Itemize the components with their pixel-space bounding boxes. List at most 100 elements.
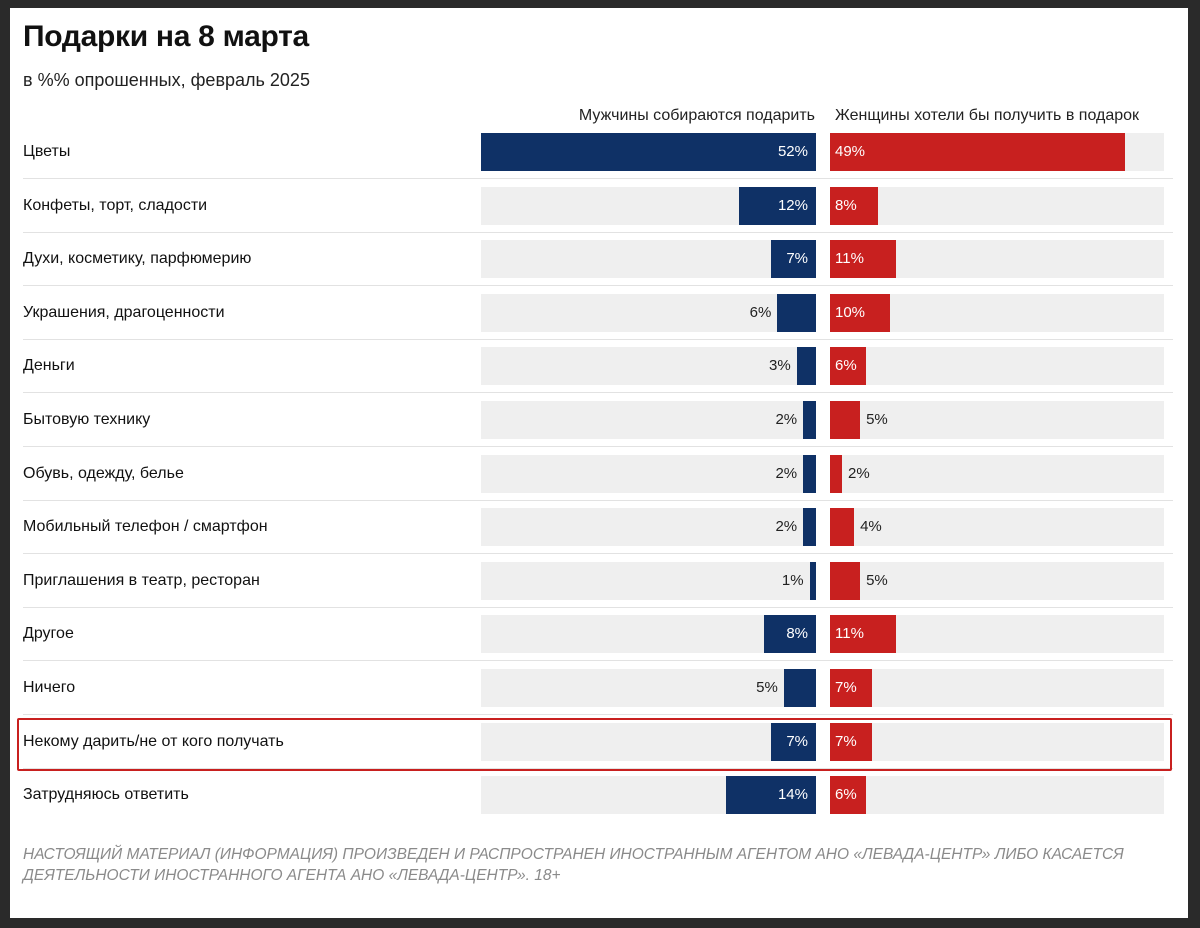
- track-men: [481, 347, 816, 385]
- bar-women: [830, 240, 897, 278]
- bar-men: [725, 776, 816, 814]
- bar-men: [803, 455, 816, 493]
- track-men: [481, 562, 816, 600]
- track-women: [830, 187, 1164, 225]
- track-men: [481, 455, 816, 493]
- bar-women: [830, 455, 843, 493]
- chart-subtitle: в %% опрошенных, февраль 2025: [23, 70, 310, 90]
- bar-men: [796, 347, 816, 385]
- category-label: Обувь, одежду, белье: [23, 465, 184, 482]
- track-men: [481, 615, 816, 653]
- value-label-women: 5%: [866, 411, 888, 428]
- category-label: Приглашения в театр, ресторан: [23, 572, 260, 589]
- bar-women: [830, 562, 861, 600]
- category-label: Цветы: [23, 143, 71, 160]
- bar-men: [783, 669, 816, 707]
- track-men: [481, 508, 816, 546]
- track-men: [481, 669, 816, 707]
- category-label: Ничего: [23, 679, 76, 696]
- track-women: [830, 723, 1164, 761]
- track-women: [830, 455, 1164, 493]
- bar-women: [830, 347, 867, 385]
- bar-women: [830, 401, 861, 439]
- row-separator: [23, 607, 1173, 608]
- category-label: Деньги: [23, 357, 75, 374]
- legend-women: Женщины хотели бы получить в подарок: [835, 107, 1140, 124]
- value-label-men: 8%: [786, 625, 808, 642]
- value-label-women: 11%: [835, 625, 864, 642]
- chart-card: Подарки на 8 марта в %% опрошенных, февр…: [10, 8, 1188, 918]
- highlight-box: [17, 718, 1172, 771]
- row-separator: [23, 446, 1173, 447]
- row-separator: [23, 660, 1173, 661]
- row-separator: [23, 178, 1173, 179]
- value-label-women: 7%: [835, 733, 857, 750]
- bar-women: [830, 615, 897, 653]
- value-label-women: 11%: [835, 250, 864, 267]
- value-label-men: 7%: [786, 733, 808, 750]
- bar-women: [830, 294, 891, 332]
- row-separator: [23, 339, 1173, 340]
- value-label-men: 2%: [775, 465, 798, 482]
- bar-men: [770, 240, 816, 278]
- value-label-women: 4%: [860, 518, 882, 535]
- value-label-men: 14%: [777, 786, 808, 803]
- value-label-men: 2%: [775, 411, 798, 428]
- bar-men: [803, 508, 816, 546]
- value-label-women: 6%: [835, 357, 857, 374]
- value-label-women: 7%: [835, 679, 857, 696]
- track-women: [830, 562, 1164, 600]
- bar-men: [770, 723, 816, 761]
- track-women: [830, 347, 1164, 385]
- track-men: [481, 240, 816, 278]
- bar-women: [830, 776, 867, 814]
- value-label-women: 8%: [835, 197, 857, 214]
- row-separator: [23, 392, 1173, 393]
- bar-women: [830, 723, 873, 761]
- value-label-women: 6%: [835, 786, 857, 803]
- track-men: [481, 401, 816, 439]
- bar-men: [481, 133, 816, 171]
- value-label-men: 12%: [777, 197, 808, 214]
- category-label: Конфеты, торт, сладости: [23, 197, 208, 214]
- value-label-men: 1%: [781, 572, 804, 589]
- bar-women: [830, 133, 1125, 171]
- row-separator: [23, 714, 1173, 715]
- category-label: Украшения, драгоценности: [23, 304, 225, 321]
- value-label-women: 49%: [835, 143, 866, 160]
- row-separator: [23, 768, 1173, 769]
- bar-men: [738, 187, 816, 225]
- value-label-men: 3%: [769, 357, 791, 374]
- track-women: [830, 776, 1164, 814]
- value-label-men: 52%: [777, 143, 808, 160]
- bar-women: [830, 508, 855, 546]
- bar-men: [803, 401, 816, 439]
- value-label-men: 7%: [786, 250, 808, 267]
- category-label: Затрудняюсь ответить: [23, 786, 189, 803]
- row-separator: [23, 285, 1173, 286]
- row-separator: [23, 500, 1173, 501]
- value-label-women: 10%: [835, 304, 866, 321]
- value-label-men: 5%: [756, 679, 778, 696]
- value-label-men: 6%: [749, 304, 772, 321]
- bar-men: [777, 294, 816, 332]
- category-label: Духи, косметику, парфюмерию: [23, 250, 252, 267]
- track-men: [481, 723, 816, 761]
- row-separator: [23, 232, 1173, 233]
- chart-plot-area: Цветы 52% 49% Конфеты, торт, сладости 12% 8% Д…: [10, 8, 1188, 918]
- category-label: Другое: [23, 625, 74, 642]
- category-label: Некому дарить/не от кого получать: [23, 733, 284, 750]
- bar-women: [830, 669, 873, 707]
- value-label-women: 5%: [866, 572, 888, 589]
- value-label-women: 2%: [848, 465, 870, 482]
- value-label-men: 2%: [775, 518, 798, 535]
- bar-women: [830, 187, 879, 225]
- foreign-agent-disclaimer: НАСТОЯЩИЙ МАТЕРИАЛ (ИНФОРМАЦИЯ) ПРОИЗВЕД…: [23, 846, 1124, 884]
- row-separator: [23, 553, 1173, 554]
- track-men: [481, 294, 816, 332]
- track-women: [830, 669, 1164, 707]
- track-women: [830, 401, 1164, 439]
- legend-men: Мужчины собираются подарить: [578, 107, 815, 124]
- chart-title: Подарки на 8 марта: [23, 20, 309, 53]
- track-women: [830, 508, 1164, 546]
